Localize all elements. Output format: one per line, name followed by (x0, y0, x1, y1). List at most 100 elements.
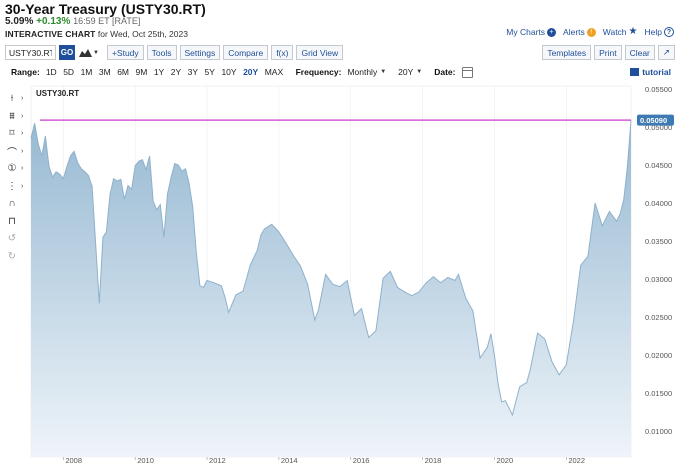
crosshair-icon: ⟊ (10, 93, 14, 105)
period-value: 20Y (398, 67, 414, 77)
range-5y[interactable]: 5Y (204, 67, 215, 77)
y-tick-label: 0.05000 (645, 123, 672, 132)
go-button[interactable]: GO (59, 45, 75, 60)
tutorial-link[interactable]: tutorial (630, 67, 671, 77)
magnet-tool[interactable]: ∩ (5, 195, 29, 213)
y-tick-label: 0.01000 (645, 427, 672, 436)
chart-symbol-label: USTY30.RT (36, 89, 79, 98)
x-tick-label: 2014 (281, 456, 298, 465)
price-change: +0.13% (36, 16, 71, 27)
last-value-badge: 0.05090 (637, 114, 674, 126)
drawing-toolbar: ⟊ › ⩩ › ⌑ › ⌒ › ① › ⋮ › ∩ ⊓ ↺ ↻ (5, 90, 29, 265)
frequency-label: Frequency: (295, 67, 342, 77)
x-tick-label: 2008 (65, 456, 82, 465)
chart-area-series (31, 120, 631, 457)
range-max[interactable]: MAX (264, 67, 284, 77)
range-10y[interactable]: 10Y (221, 67, 237, 77)
chevron-down-icon: ▼ (93, 49, 99, 56)
range-5d[interactable]: 5D (63, 67, 75, 77)
quote-time: 16:59 ET [RATE] (73, 16, 141, 26)
grid-view-button[interactable]: Grid View (296, 45, 344, 60)
shapes-tool[interactable]: ⌑ › (5, 125, 29, 143)
watch-link[interactable]: Watch ★ (603, 27, 638, 38)
symbol-input[interactable] (5, 45, 56, 60)
x-tick-label: 2012 (209, 456, 226, 465)
drawing-tools[interactable]: ⩩ › (5, 108, 29, 126)
chart-toolbar: GO ▼ +Study Tools Settings Compare f(x) … (5, 44, 675, 61)
shapes-icon: ⌑ (9, 128, 15, 140)
y-tick-label: 0.02500 (645, 313, 672, 322)
period-select[interactable]: 20Y ▼ (398, 67, 422, 77)
magnet-icon: ∩ (8, 198, 16, 210)
expand-button[interactable]: ↗ (657, 45, 675, 60)
range-6m[interactable]: 6M (117, 67, 129, 77)
settings-button[interactable]: Settings (179, 45, 221, 60)
page-title: 30-Year Treasury (USTY30.RT) (5, 1, 206, 17)
chevron-down-icon: ▼ (416, 69, 423, 75)
plus-icon: + (547, 27, 557, 37)
add-study-button[interactable]: +Study (106, 45, 144, 60)
annotation-tool[interactable]: ① › (5, 160, 29, 178)
fibonacci-tool[interactable]: ⋮ › (5, 178, 29, 196)
y-tick-label: 0.04000 (645, 199, 672, 208)
top-links: My Charts + Alerts ! Watch ★ Help ? (506, 27, 674, 37)
range-3m[interactable]: 3M (98, 67, 111, 77)
drawing-tools-icon: ⩩ (9, 110, 15, 122)
arc-tool[interactable]: ⌒ › (5, 143, 29, 161)
range-9m[interactable]: 9M (135, 67, 148, 77)
clear-button[interactable]: Clear (624, 45, 655, 60)
range-3y[interactable]: 3Y (187, 67, 199, 77)
range-20y[interactable]: 20Y (243, 67, 259, 77)
alert-icon: ! (586, 27, 596, 37)
mountain-chart-icon (79, 49, 92, 57)
help-label: Help (644, 27, 662, 37)
frequency-value: Monthly (347, 67, 378, 77)
x-tick-label: 2020 (496, 456, 513, 465)
x-tick-label: 2022 (568, 456, 585, 465)
help-link[interactable]: Help ? (645, 27, 674, 37)
function-button[interactable]: f(x) (271, 45, 294, 60)
alerts-label: Alerts (563, 27, 585, 37)
alerts-link[interactable]: Alerts ! (563, 27, 596, 37)
quote-line: 5.09% +0.13% 16:59 ET [RATE] (5, 16, 140, 27)
chart-type-dropdown[interactable]: ▼ (79, 48, 99, 57)
chevron-down-icon: ▼ (380, 69, 387, 75)
y-tick-label: 0.05500 (645, 85, 672, 94)
y-tick-label: 0.01500 (645, 389, 672, 398)
help-icon: ? (664, 27, 674, 37)
y-tick-label: 0.04500 (645, 161, 672, 170)
compare-button[interactable]: Compare (223, 45, 269, 60)
templates-button[interactable]: Templates (542, 45, 592, 60)
range-bar: Range: 1D 5D 1M 3M 6M 9M 1Y 2Y 3Y 5Y 10Y… (11, 66, 671, 78)
last-value-label: 0.05090 (640, 116, 667, 125)
range-1y[interactable]: 1Y (153, 67, 165, 77)
chevron-right-icon: › (21, 95, 24, 103)
last-price: 5.09% (5, 16, 34, 27)
chart-subtitle: INTERACTIVE CHART for Wed, Oct 25th, 202… (5, 29, 188, 39)
undo-tool[interactable]: ↺ (5, 230, 29, 248)
chevron-right-icon: › (21, 112, 24, 120)
date-label: Date: (434, 67, 456, 77)
range-1d[interactable]: 1D (45, 67, 57, 77)
chevron-right-icon: › (21, 130, 24, 138)
crosshair-tool[interactable]: ⟊ › (5, 90, 29, 108)
lock-tool[interactable]: ⊓ (5, 213, 29, 231)
print-button[interactable]: Print (594, 45, 622, 60)
x-tick-label: 2010 (137, 456, 154, 465)
range-2y[interactable]: 2Y (170, 67, 182, 77)
range-1m[interactable]: 1M (80, 67, 93, 77)
tools-button[interactable]: Tools (146, 45, 177, 60)
calendar-icon[interactable] (461, 66, 473, 78)
y-tick-label: 0.02000 (645, 351, 672, 360)
redo-tool[interactable]: ↻ (5, 248, 29, 266)
lock-icon: ⊓ (8, 215, 16, 227)
my-charts-link[interactable]: My Charts + (506, 27, 557, 37)
chart-line-series (30, 120, 632, 417)
my-charts-label: My Charts (506, 27, 546, 37)
tutorial-label: tutorial (642, 67, 671, 77)
x-tick-label: 2018 (425, 456, 442, 465)
frequency-select[interactable]: Monthly ▼ (347, 67, 386, 77)
range-label: Range: (11, 67, 40, 77)
toolbar-right-group: Templates Print Clear ↗ (539, 45, 675, 60)
